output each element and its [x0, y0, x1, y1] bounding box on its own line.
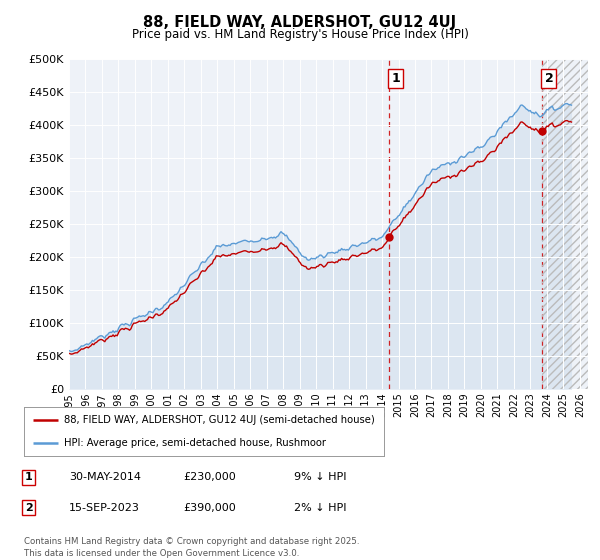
Text: 30-MAY-2014: 30-MAY-2014 [69, 472, 141, 482]
Text: £390,000: £390,000 [183, 503, 236, 513]
Text: 2% ↓ HPI: 2% ↓ HPI [294, 503, 347, 513]
Text: 88, FIELD WAY, ALDERSHOT, GU12 4UJ: 88, FIELD WAY, ALDERSHOT, GU12 4UJ [143, 15, 457, 30]
Text: 1: 1 [391, 72, 400, 85]
Text: 88, FIELD WAY, ALDERSHOT, GU12 4UJ (semi-detached house): 88, FIELD WAY, ALDERSHOT, GU12 4UJ (semi… [64, 416, 374, 426]
Text: Contains HM Land Registry data © Crown copyright and database right 2025.
This d: Contains HM Land Registry data © Crown c… [24, 537, 359, 558]
Text: 2: 2 [25, 503, 32, 513]
Text: 9% ↓ HPI: 9% ↓ HPI [294, 472, 347, 482]
Text: 1: 1 [25, 472, 32, 482]
Text: 2: 2 [545, 72, 553, 85]
Text: Price paid vs. HM Land Registry's House Price Index (HPI): Price paid vs. HM Land Registry's House … [131, 28, 469, 41]
Text: HPI: Average price, semi-detached house, Rushmoor: HPI: Average price, semi-detached house,… [64, 437, 326, 447]
Text: £230,000: £230,000 [183, 472, 236, 482]
Text: 15-SEP-2023: 15-SEP-2023 [69, 503, 140, 513]
Bar [542, 59, 588, 389]
